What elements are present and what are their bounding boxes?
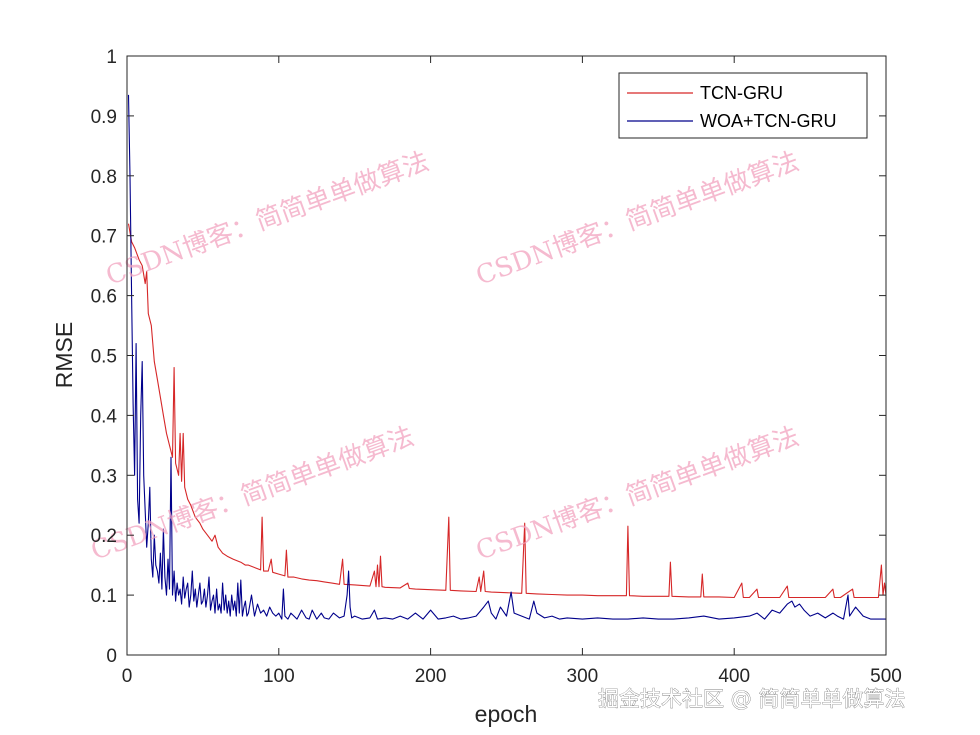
corner-watermark-small: CSDN @简简单单做算法 <box>774 713 930 730</box>
y-tick-label: 0.2 <box>91 526 117 547</box>
y-tick-label: 0.5 <box>91 347 117 368</box>
x-tick-label: 400 <box>718 666 750 687</box>
x-axis-label: epoch <box>475 701 538 727</box>
legend-label-woa-tcn-gru: WOA+TCN-GRU <box>700 111 837 131</box>
y-axis-label: RMSE <box>51 322 77 388</box>
x-tick-label: 500 <box>870 666 902 687</box>
legend: TCN-GRU WOA+TCN-GRU <box>618 72 868 139</box>
y-tick-label: 0.8 <box>91 167 117 188</box>
x-tick-label: 100 <box>263 666 295 687</box>
y-tick-label: 0.4 <box>91 406 118 427</box>
plot-area <box>127 56 886 655</box>
y-tick-label: 1 <box>106 47 117 68</box>
x-tick-label: 200 <box>415 666 447 687</box>
axis-layer: 0 100 200 300 400 500 0 0.1 0.2 0.3 0.4 0.5 0.6 0.7 0.… <box>91 47 902 687</box>
legend-box <box>618 72 868 139</box>
y-tick-label: 0.3 <box>91 466 117 487</box>
y-tick-label: 0.9 <box>91 107 117 128</box>
series-line-woa-tcn-gru <box>127 94 886 620</box>
y-tick-label: 0 <box>106 646 117 667</box>
y-tick-label: 0.1 <box>91 586 117 607</box>
y-tick-label: 0.6 <box>91 287 117 308</box>
series-layer <box>127 94 887 620</box>
x-tick-label: 300 <box>567 666 599 687</box>
corner-watermark: 掘金技术社区 @ 简简单单做算法 <box>598 687 905 711</box>
series-line-tcn-gru <box>127 223 887 599</box>
y-tick-label: 0.7 <box>91 227 117 248</box>
legend-label-tcn-gru: TCN-GRU <box>700 83 783 103</box>
x-tick-label: 0 <box>122 666 133 687</box>
